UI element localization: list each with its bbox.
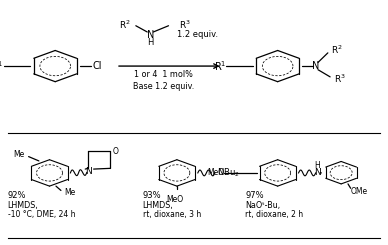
Text: H: H (315, 161, 320, 170)
Text: H: H (147, 38, 154, 47)
Text: 1.2 equiv.: 1.2 equiv. (177, 30, 218, 39)
Text: rt, dioxane, 2 h: rt, dioxane, 2 h (245, 210, 303, 219)
Text: N: N (314, 168, 321, 177)
Text: Cl: Cl (92, 61, 102, 71)
Text: -10 °C, DME, 24 h: -10 °C, DME, 24 h (8, 210, 75, 219)
Text: LHMDS,: LHMDS, (143, 200, 173, 209)
Text: MeO: MeO (166, 195, 184, 204)
Text: rt, dioxane, 3 h: rt, dioxane, 3 h (143, 210, 201, 219)
Text: LHMDS,: LHMDS, (8, 200, 38, 209)
Text: Me: Me (65, 188, 76, 197)
Text: 93%: 93% (143, 191, 161, 200)
Text: MeO: MeO (207, 168, 224, 177)
Text: R$^3$: R$^3$ (334, 73, 346, 86)
Text: N: N (147, 30, 154, 40)
Text: Base 1.2 equiv.: Base 1.2 equiv. (133, 82, 194, 91)
Text: R$^2$: R$^2$ (331, 44, 343, 56)
Text: R$^1$: R$^1$ (214, 59, 226, 73)
Text: 1 or 4  1 mol%: 1 or 4 1 mol% (134, 70, 193, 79)
Text: NaOᵗ-Bu,: NaOᵗ-Bu, (245, 200, 281, 209)
Text: NBu$_2$: NBu$_2$ (217, 167, 239, 179)
Text: R$^2$: R$^2$ (119, 19, 130, 31)
Text: Me: Me (14, 150, 25, 159)
Text: R$^3$: R$^3$ (179, 19, 191, 31)
Text: R$^1$: R$^1$ (0, 59, 4, 73)
Text: 97%: 97% (245, 191, 264, 200)
Text: OMe: OMe (351, 187, 368, 196)
Text: N: N (85, 167, 92, 176)
Text: 92%: 92% (8, 191, 26, 200)
Text: O: O (113, 147, 119, 156)
Text: N: N (312, 61, 319, 71)
